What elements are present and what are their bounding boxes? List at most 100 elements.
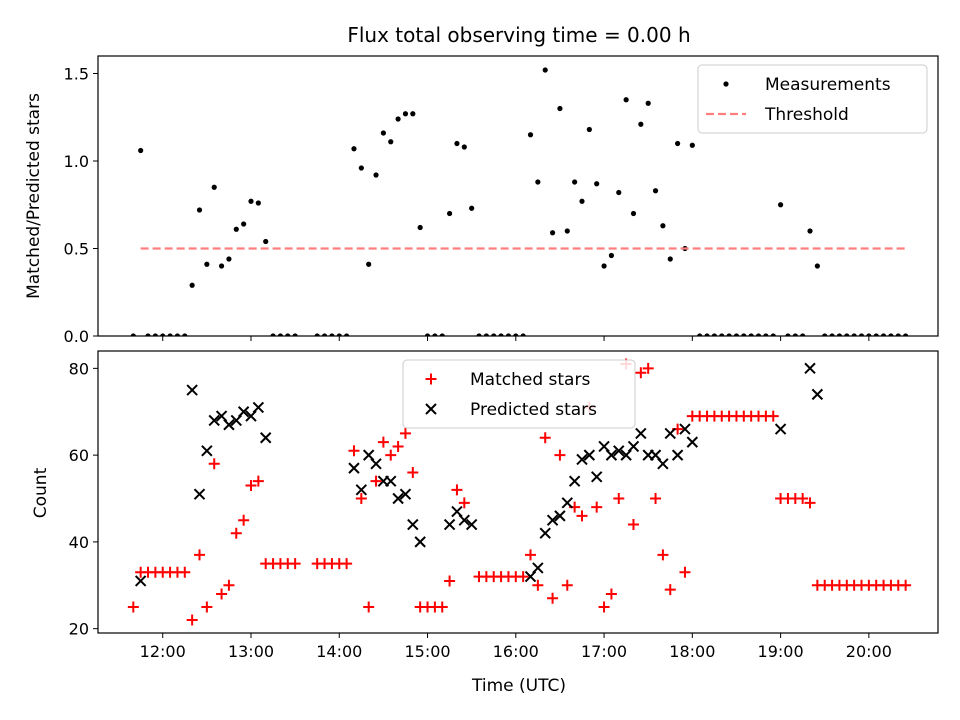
x-tick-label: 17:00 (581, 642, 627, 661)
measurements-point (182, 333, 188, 336)
measurements-point (358, 165, 364, 171)
matched-stars-point (216, 588, 228, 600)
measurements-point (586, 126, 592, 133)
measurements-point (667, 256, 673, 262)
y-tick-label: 0.5 (64, 240, 89, 259)
predicted-stars-point (546, 514, 559, 526)
predicted-stars-point (605, 449, 618, 461)
measurements-point (873, 333, 879, 336)
x-tick-label: 19:00 (758, 642, 804, 661)
measurements-point (535, 179, 541, 185)
measurements-point (755, 333, 762, 336)
predicted-stars-point (686, 436, 699, 448)
measurements-point (814, 263, 820, 269)
predicted-stars-point (635, 427, 647, 440)
measurements-point (866, 333, 872, 336)
y-tick-label: 40 (69, 533, 89, 552)
measurements-point (770, 333, 776, 336)
measurements-point (138, 147, 144, 154)
measurements-point (373, 172, 379, 178)
measurements-point (410, 111, 416, 117)
matched-stars-point (598, 601, 610, 613)
matched-stars-point (576, 510, 588, 522)
measurements-point (564, 228, 570, 234)
measurements-point (248, 198, 254, 204)
measurements-point (130, 333, 136, 336)
measurements-point (424, 333, 431, 336)
measurements-point (630, 210, 637, 217)
measurements-point (196, 207, 203, 213)
y-tick-label: 20 (69, 620, 89, 639)
matched-stars-point (252, 475, 264, 487)
matched-stars-point (436, 601, 448, 613)
y-tick-label: 60 (69, 446, 89, 465)
predicted-stars-point (458, 514, 471, 526)
measurements-point (572, 179, 578, 185)
measurements-point (152, 333, 158, 336)
axes-frame (97, 350, 939, 634)
measurements-point (608, 252, 615, 259)
plot-area (127, 358, 912, 626)
matched-stars-point (186, 614, 198, 626)
measurements-point (160, 333, 166, 336)
predicted-stars-point (385, 475, 397, 487)
measurements-point (829, 333, 835, 336)
matched-stars-point (377, 436, 389, 448)
y-tick-label: 80 (69, 359, 89, 378)
measurements-point (520, 333, 526, 336)
measurements-point (366, 261, 372, 267)
measurements-point (388, 139, 394, 145)
measurements-point (498, 333, 504, 336)
matched-stars-point (532, 579, 544, 591)
x-tick-label: 15:00 (404, 642, 450, 661)
measurements-point (645, 100, 651, 106)
measurements-point (616, 189, 622, 196)
plot-area (130, 67, 909, 336)
measurements-point (263, 238, 269, 245)
measurements-point (167, 333, 173, 336)
legend-measurements-swatch (723, 81, 729, 87)
measurements-point (748, 333, 754, 336)
matched-stars-point (561, 579, 573, 591)
matched-stars-point (650, 493, 662, 505)
measurements-point (454, 140, 460, 147)
predicted-stars-point (627, 440, 640, 453)
measurements-point (763, 333, 769, 336)
matched-stars-point (517, 571, 529, 583)
matched-stars-point (539, 432, 551, 444)
measurements-point (880, 333, 887, 336)
measurements-point (469, 205, 475, 211)
predicted-stars-point (392, 492, 404, 505)
measurements-point (888, 333, 894, 336)
matched-stars-point (223, 579, 235, 591)
measurements-point (270, 333, 276, 336)
measurements-point (741, 333, 747, 336)
predicted-stars-point (399, 488, 412, 500)
measurements-point (704, 333, 710, 336)
measurements-point (321, 333, 328, 336)
measurements-point (594, 181, 600, 187)
matched-stars-point (900, 579, 912, 591)
matched-stars-point (407, 466, 419, 478)
matched-stars-point (208, 458, 220, 470)
matched-stars-point (554, 449, 566, 461)
bottom-panel: 20 40 60 80 12:00 13:00 14:00 15:00 16:00 17:00 18… (69, 350, 939, 661)
measurements-point (417, 224, 423, 231)
measurements-point (675, 140, 681, 147)
measurements-point (233, 226, 239, 232)
measurements-point (623, 97, 629, 103)
matched-stars-point (392, 440, 404, 452)
matched-stars-point (194, 549, 206, 561)
measurements-point (344, 333, 350, 336)
measurements-point (601, 263, 607, 269)
predicted-stars-point (532, 562, 544, 574)
x-axis-label: Time (UTC) (471, 676, 566, 696)
measurements-point (822, 333, 828, 336)
predicted-stars-point (554, 510, 566, 522)
y-tick-label: 0.0 (64, 327, 89, 346)
measurements-point (329, 333, 335, 336)
measurements-point (542, 67, 548, 73)
predicted-stars-point (539, 527, 551, 539)
measurements-point (800, 333, 806, 336)
predicted-stars-point (664, 427, 676, 440)
